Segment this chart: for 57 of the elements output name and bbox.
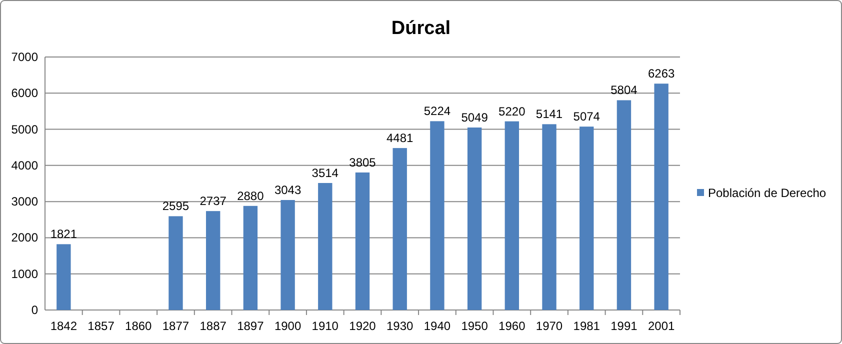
bar	[168, 216, 183, 310]
y-tick-label: 2000	[11, 230, 38, 245]
data-label: 1821	[50, 227, 78, 242]
y-tick-label: 6000	[11, 86, 38, 100]
y-tick-label: 0	[31, 303, 38, 317]
x-tick-label: 1981	[573, 319, 600, 333]
data-label: 5141	[536, 107, 563, 122]
x-tick-label: 1950	[461, 319, 488, 333]
bar	[616, 100, 632, 310]
legend-label: Población de Derecho	[708, 186, 826, 200]
x-tick-label: 1960	[498, 319, 526, 333]
x-tick-label: 1842	[50, 319, 78, 333]
x-tick-label: 1970	[536, 319, 563, 333]
x-tick-label: 2001	[648, 319, 675, 333]
y-tick-label: 7000	[11, 50, 38, 64]
bar	[654, 84, 668, 310]
data-label: 5224	[424, 104, 451, 118]
bar	[580, 126, 594, 310]
x-tick-label: 1897	[237, 319, 264, 333]
data-label: 4481	[386, 131, 414, 146]
data-label: 3514	[312, 166, 339, 180]
bar	[504, 121, 520, 310]
chart-title: Dúrcal	[391, 18, 451, 39]
bar	[206, 211, 220, 310]
x-tick-label: 1900	[274, 319, 302, 333]
bar	[467, 128, 482, 310]
data-label: 2595	[162, 199, 190, 214]
bar	[542, 124, 556, 310]
x-tick-label: 1991	[610, 319, 638, 333]
x-tick-label: 1860	[125, 319, 152, 333]
bar	[56, 244, 71, 310]
data-label: 2737	[200, 194, 227, 208]
bar	[430, 121, 444, 310]
x-tick-label: 1910	[312, 319, 339, 333]
data-label: 3043	[274, 183, 302, 198]
x-tick-label: 1887	[200, 319, 227, 333]
x-tick-label: 1877	[162, 319, 190, 333]
bar	[243, 206, 258, 310]
y-tick-label: 5000	[11, 122, 38, 136]
data-label: 5074	[573, 110, 600, 124]
data-label: 5804	[610, 83, 638, 98]
x-tick-label: 1920	[349, 319, 376, 333]
data-label: 2880	[237, 188, 264, 203]
data-label: 5220	[498, 104, 526, 118]
y-tick-label: 3000	[11, 194, 38, 209]
bar	[280, 200, 295, 310]
bar	[392, 148, 407, 310]
data-label: 3805	[349, 155, 376, 170]
x-tick-label: 1930	[386, 319, 414, 333]
y-tick-label: 1000	[11, 266, 38, 281]
bar	[318, 182, 332, 310]
data-label: 5049	[461, 110, 488, 125]
data-label: 6263	[648, 66, 675, 81]
x-tick-label: 1857	[88, 319, 115, 333]
x-tick-label: 1940	[424, 319, 451, 333]
bar	[355, 172, 370, 310]
y-tick-label: 4000	[11, 158, 38, 172]
